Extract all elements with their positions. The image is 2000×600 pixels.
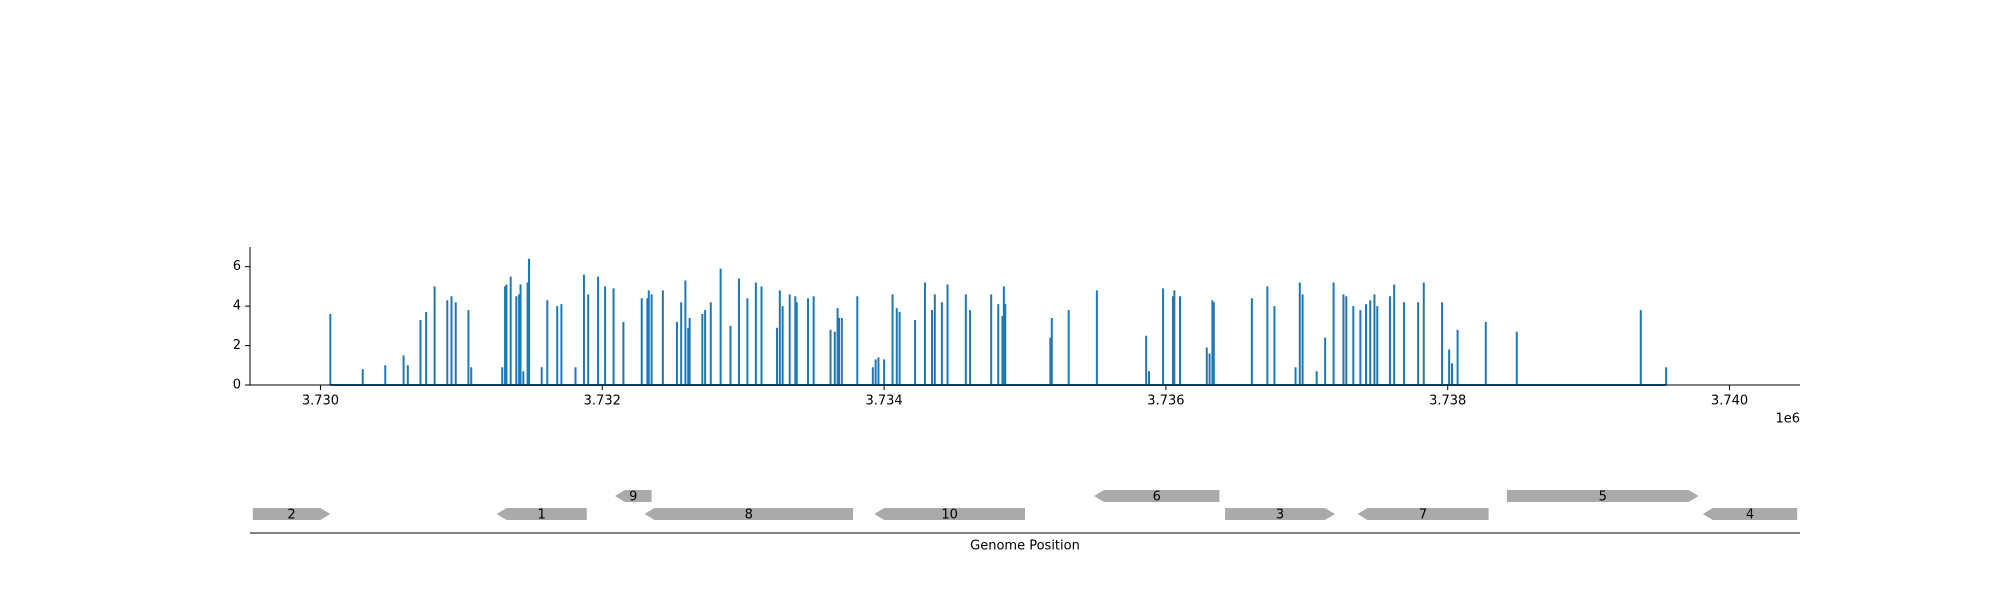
gene-label: 10 [941, 508, 958, 523]
x-tick-label: 3.740 [1711, 394, 1748, 409]
gene-label: 4 [1746, 508, 1754, 523]
x-tick-label: 3.738 [1429, 394, 1466, 409]
gene [1506, 490, 1699, 502]
x-tick-label: 3.734 [865, 394, 902, 409]
gene [614, 490, 652, 502]
gene-label: 5 [1599, 490, 1607, 505]
gene [252, 508, 331, 520]
gene [1094, 490, 1220, 502]
gene-label: 1 [538, 508, 546, 523]
gene [1225, 508, 1335, 520]
y-tick-label: 0 [233, 378, 241, 393]
gene-label: 3 [1276, 508, 1284, 523]
gene-label: 6 [1153, 490, 1161, 505]
gene-label: 8 [745, 508, 753, 523]
gene-label: 2 [287, 508, 295, 523]
y-tick-label: 2 [233, 338, 241, 353]
gene-label: 7 [1419, 508, 1427, 523]
gene [1702, 508, 1798, 520]
x-tick-label: 3.732 [584, 394, 621, 409]
x-tick-label: 3.736 [1147, 394, 1184, 409]
y-tick-label: 6 [233, 259, 241, 274]
x-offset-label: 1e6 [1775, 412, 1800, 427]
gene [644, 508, 854, 520]
gene [1357, 508, 1489, 520]
y-tick-label: 4 [233, 299, 241, 314]
x-axis-label: Genome Position [970, 539, 1080, 554]
gene [496, 508, 587, 520]
gene-label: 9 [629, 490, 637, 505]
gene [874, 508, 1025, 520]
x-tick-label: 3.730 [302, 394, 339, 409]
